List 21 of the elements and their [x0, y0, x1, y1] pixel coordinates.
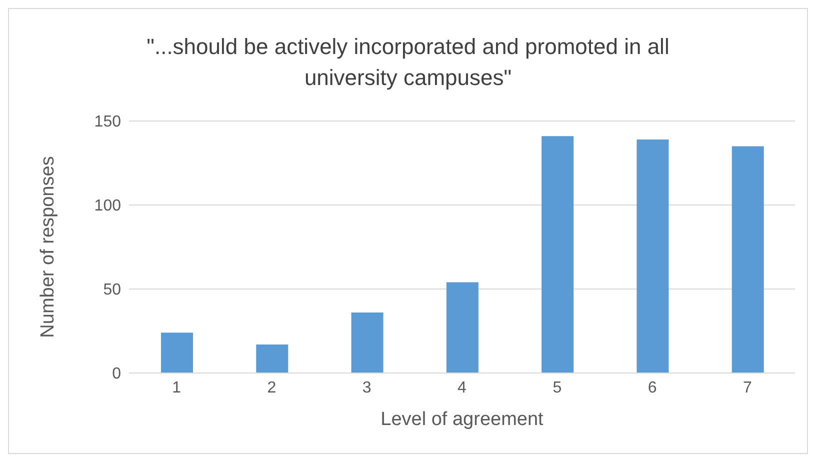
x-tick-label: 1 [172, 379, 182, 396]
x-tick-label: 2 [267, 379, 276, 396]
bar [636, 139, 669, 373]
bar [446, 282, 478, 373]
y-axis-title: Number of responses [38, 156, 59, 338]
y-tick-label: 150 [94, 114, 122, 131]
chart-title: "...should be actively incorporated and promoted in all university campuses" [146, 33, 670, 92]
bar [161, 332, 193, 373]
x-tick-label: 7 [742, 379, 752, 396]
y-tick-label: 0 [112, 366, 122, 383]
x-tick-label: 3 [362, 379, 372, 396]
bar [256, 344, 288, 373]
y-tick-label: 100 [94, 198, 122, 215]
bar [732, 146, 764, 373]
x-tick-label: 4 [458, 379, 467, 396]
bar [351, 312, 384, 373]
y-tick-label: 50 [103, 282, 122, 299]
x-tick-label: 6 [648, 379, 657, 396]
x-tick-label: 5 [552, 379, 562, 396]
x-axis-title: Level of agreement [380, 409, 544, 430]
bar [542, 136, 574, 373]
